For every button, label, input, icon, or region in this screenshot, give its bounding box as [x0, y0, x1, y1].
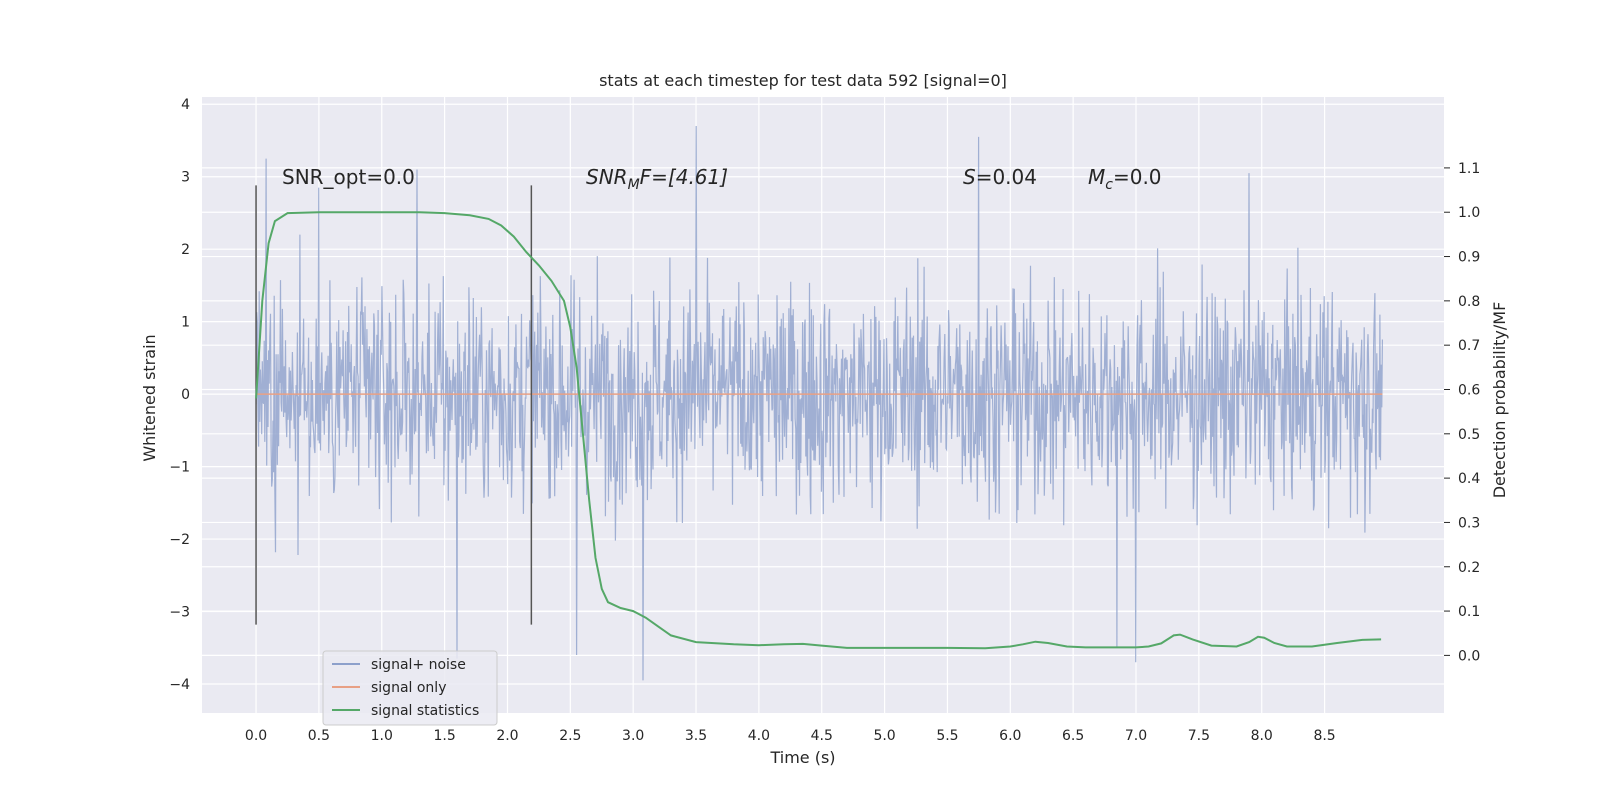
- y-tick-label: −4: [169, 677, 190, 693]
- legend-box: [322, 650, 498, 726]
- noise-line: [255, 125, 1384, 681]
- right-tick-label: 0.2: [1458, 560, 1480, 576]
- x-axis-ticks: 0.0 0.5 1.0 1.5 2.0 2.5 3.0 3.5 4.0 4.5 5.0 5.5 6.0 6…: [245, 728, 1336, 744]
- x-tick-label: 1.0: [371, 728, 393, 744]
- x-tick-label: 2.0: [496, 728, 518, 744]
- y-tick-label: 2: [181, 242, 190, 258]
- y-tick-label: −3: [169, 605, 190, 621]
- grid-lines: [202, 97, 1444, 713]
- y-tick-label: −1: [169, 460, 190, 476]
- legend-label-signal: signal only: [371, 680, 446, 696]
- x-tick-label: 4.0: [748, 728, 770, 744]
- x-tick-label: 6.5: [1062, 728, 1084, 744]
- x-tick-label: 1.5: [433, 728, 455, 744]
- right-tick-label: 0.5: [1458, 427, 1480, 443]
- series-signal-statistics: [255, 211, 1382, 650]
- series-signal-plus-noise: [255, 125, 1384, 681]
- annotation-s-main: S: [963, 165, 976, 189]
- x-tick-label: 4.5: [811, 728, 833, 744]
- right-tick-label: 1.1: [1458, 161, 1480, 177]
- right-tick-label: 1.0: [1458, 205, 1480, 221]
- right-tick-label: 0.3: [1458, 515, 1480, 531]
- x-tick-label: 6.0: [999, 728, 1021, 744]
- legend-label-stats: signal statistics: [371, 703, 479, 719]
- right-tick-label: 0.8: [1458, 294, 1480, 310]
- x-axis-label: Time (s): [769, 748, 835, 767]
- x-tick-label: 0.0: [245, 728, 267, 744]
- y-axis-label: Whitened strain: [140, 334, 159, 461]
- annotation-mc-main: M: [1088, 165, 1105, 189]
- x-tick-label: 3.5: [685, 728, 707, 744]
- right-axis-label: Detection probability/MF: [1490, 302, 1509, 499]
- x-tick-label: 7.5: [1188, 728, 1210, 744]
- x-tick-label: 3.0: [622, 728, 644, 744]
- x-tick-label: 7.0: [1125, 728, 1147, 744]
- y-axis-ticks: 4 3 2 1 0 −1 −2 −3 −4: [169, 97, 190, 693]
- annotation-mc: Mc=0.0: [1088, 165, 1162, 193]
- right-tick-label: 0.6: [1458, 382, 1480, 398]
- y-tick-label: 3: [181, 170, 190, 186]
- annotation-snr-mf: SNRMF=[4.61]: [586, 165, 728, 193]
- annotation-mc-sub: c: [1105, 177, 1113, 193]
- y-tick-label: 4: [181, 97, 190, 113]
- legend: signal+ noise signal only signal statist…: [322, 650, 498, 726]
- annotation-snr-opt: SNR_opt=0.0: [282, 165, 415, 189]
- annotation-snr-mf-main: SNR: [586, 165, 628, 189]
- right-tick-label: 0.1: [1458, 604, 1480, 620]
- y-tick-label: −2: [169, 532, 190, 548]
- right-tick-label: 0.9: [1458, 250, 1480, 266]
- y-tick-label: 0: [181, 387, 190, 403]
- annotation-snr-mf-rest: F=[4.61]: [640, 165, 728, 189]
- right-axis-ticks: 1.1 1.0 0.9 0.8 0.7 0.6 0.5 0.4 0.3 0.2 0.1 0.0: [1444, 161, 1480, 664]
- stats-line: [255, 211, 1382, 650]
- annotation-s: S=0.04: [963, 165, 1037, 189]
- x-tick-label: 8.5: [1313, 728, 1335, 744]
- annotation-s-rest: =0.04: [976, 165, 1037, 189]
- annotation-snr-mf-sub: M: [628, 177, 640, 193]
- x-tick-label: 8.0: [1251, 728, 1273, 744]
- x-tick-label: 0.5: [308, 728, 330, 744]
- right-tick-label: 0.4: [1458, 471, 1480, 487]
- x-tick-label: 2.5: [559, 728, 581, 744]
- right-tick-label: 0.7: [1458, 338, 1480, 354]
- legend-label-noise: signal+ noise: [371, 657, 466, 673]
- annotation-mc-rest: =0.0: [1113, 165, 1162, 189]
- y-tick-label: 1: [181, 315, 190, 331]
- chart-title: stats at each timestep for test data 592…: [599, 71, 1007, 90]
- x-tick-label: 5.0: [873, 728, 895, 744]
- right-tick-label: 0.0: [1458, 648, 1480, 664]
- x-tick-label: 5.5: [936, 728, 958, 744]
